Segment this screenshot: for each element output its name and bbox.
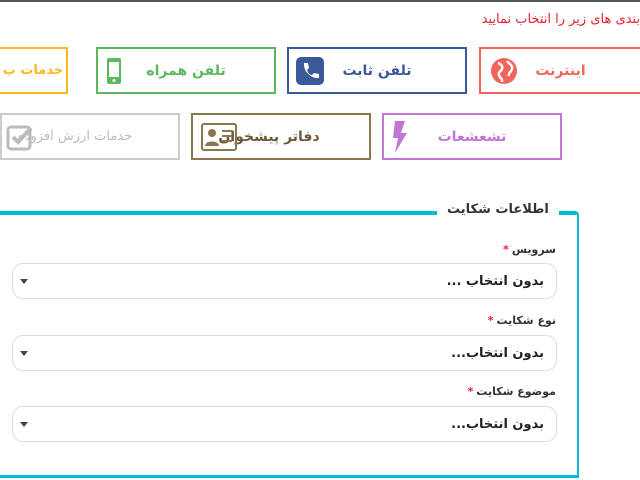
label-text: نوع شکایت: [496, 314, 557, 327]
category-label: خدمات ارزش افزوده: [17, 129, 133, 144]
category-label: اینترنت: [535, 62, 586, 79]
select-value: بدون انتخاب...: [451, 416, 544, 432]
required-marker: *: [467, 385, 474, 398]
service-select[interactable]: بدون انتخاب ...: [12, 263, 557, 299]
checkbox-icon: [5, 122, 35, 152]
category-value-added-services[interactable]: خدمات ارزش افزوده: [0, 113, 180, 160]
globe-icon: [489, 56, 519, 86]
category-service-offices[interactable]: دفاتر پیشخوان: [191, 113, 371, 160]
complaint-subject-select[interactable]: بدون انتخاب...: [12, 406, 557, 442]
category-label: دفاتر پیشخوان: [218, 128, 320, 145]
service-label: سرویس*: [503, 243, 556, 256]
category-label: تلفن ثابت: [342, 62, 412, 79]
complaint-subject-label: موضوع شکایت*: [468, 385, 556, 398]
top-bar: [0, 0, 640, 2]
label-text: سرویس: [511, 243, 556, 256]
required-marker: *: [487, 314, 494, 327]
category-label: تشعشعات: [437, 128, 507, 145]
category-label: خدمات ب: [2, 63, 64, 78]
caret-down-icon: [20, 279, 28, 284]
select-value: بدون انتخاب ...: [446, 273, 544, 289]
lightning-icon: [385, 121, 415, 153]
category-services[interactable]: خدمات ب: [0, 47, 68, 94]
category-radiation[interactable]: تشعشعات: [382, 113, 562, 160]
label-text: موضوع شکایت: [476, 385, 556, 398]
phone-icon: [295, 56, 325, 86]
category-label: تلفن همراه: [146, 62, 226, 79]
category-landline[interactable]: تلفن ثابت: [287, 47, 467, 94]
fieldset-legend: اطلاعات شکایت: [437, 202, 559, 217]
id-card-icon: [201, 122, 237, 152]
required-marker: *: [503, 243, 509, 256]
caret-down-icon: [20, 422, 28, 427]
instruction-text: بندی های زیر را انتخاب نمایید: [481, 12, 640, 27]
category-mobile[interactable]: تلفن همراه: [96, 47, 276, 94]
select-value: بدون انتخاب...: [451, 345, 544, 361]
category-internet[interactable]: اینترنت: [479, 47, 640, 94]
complaint-type-select[interactable]: بدون انتخاب...: [12, 335, 557, 371]
complaint-info-fieldset: [0, 211, 579, 478]
caret-down-icon: [20, 351, 28, 356]
complaint-type-label: نوع شکایت*: [488, 314, 556, 327]
mobile-icon: [99, 56, 129, 86]
